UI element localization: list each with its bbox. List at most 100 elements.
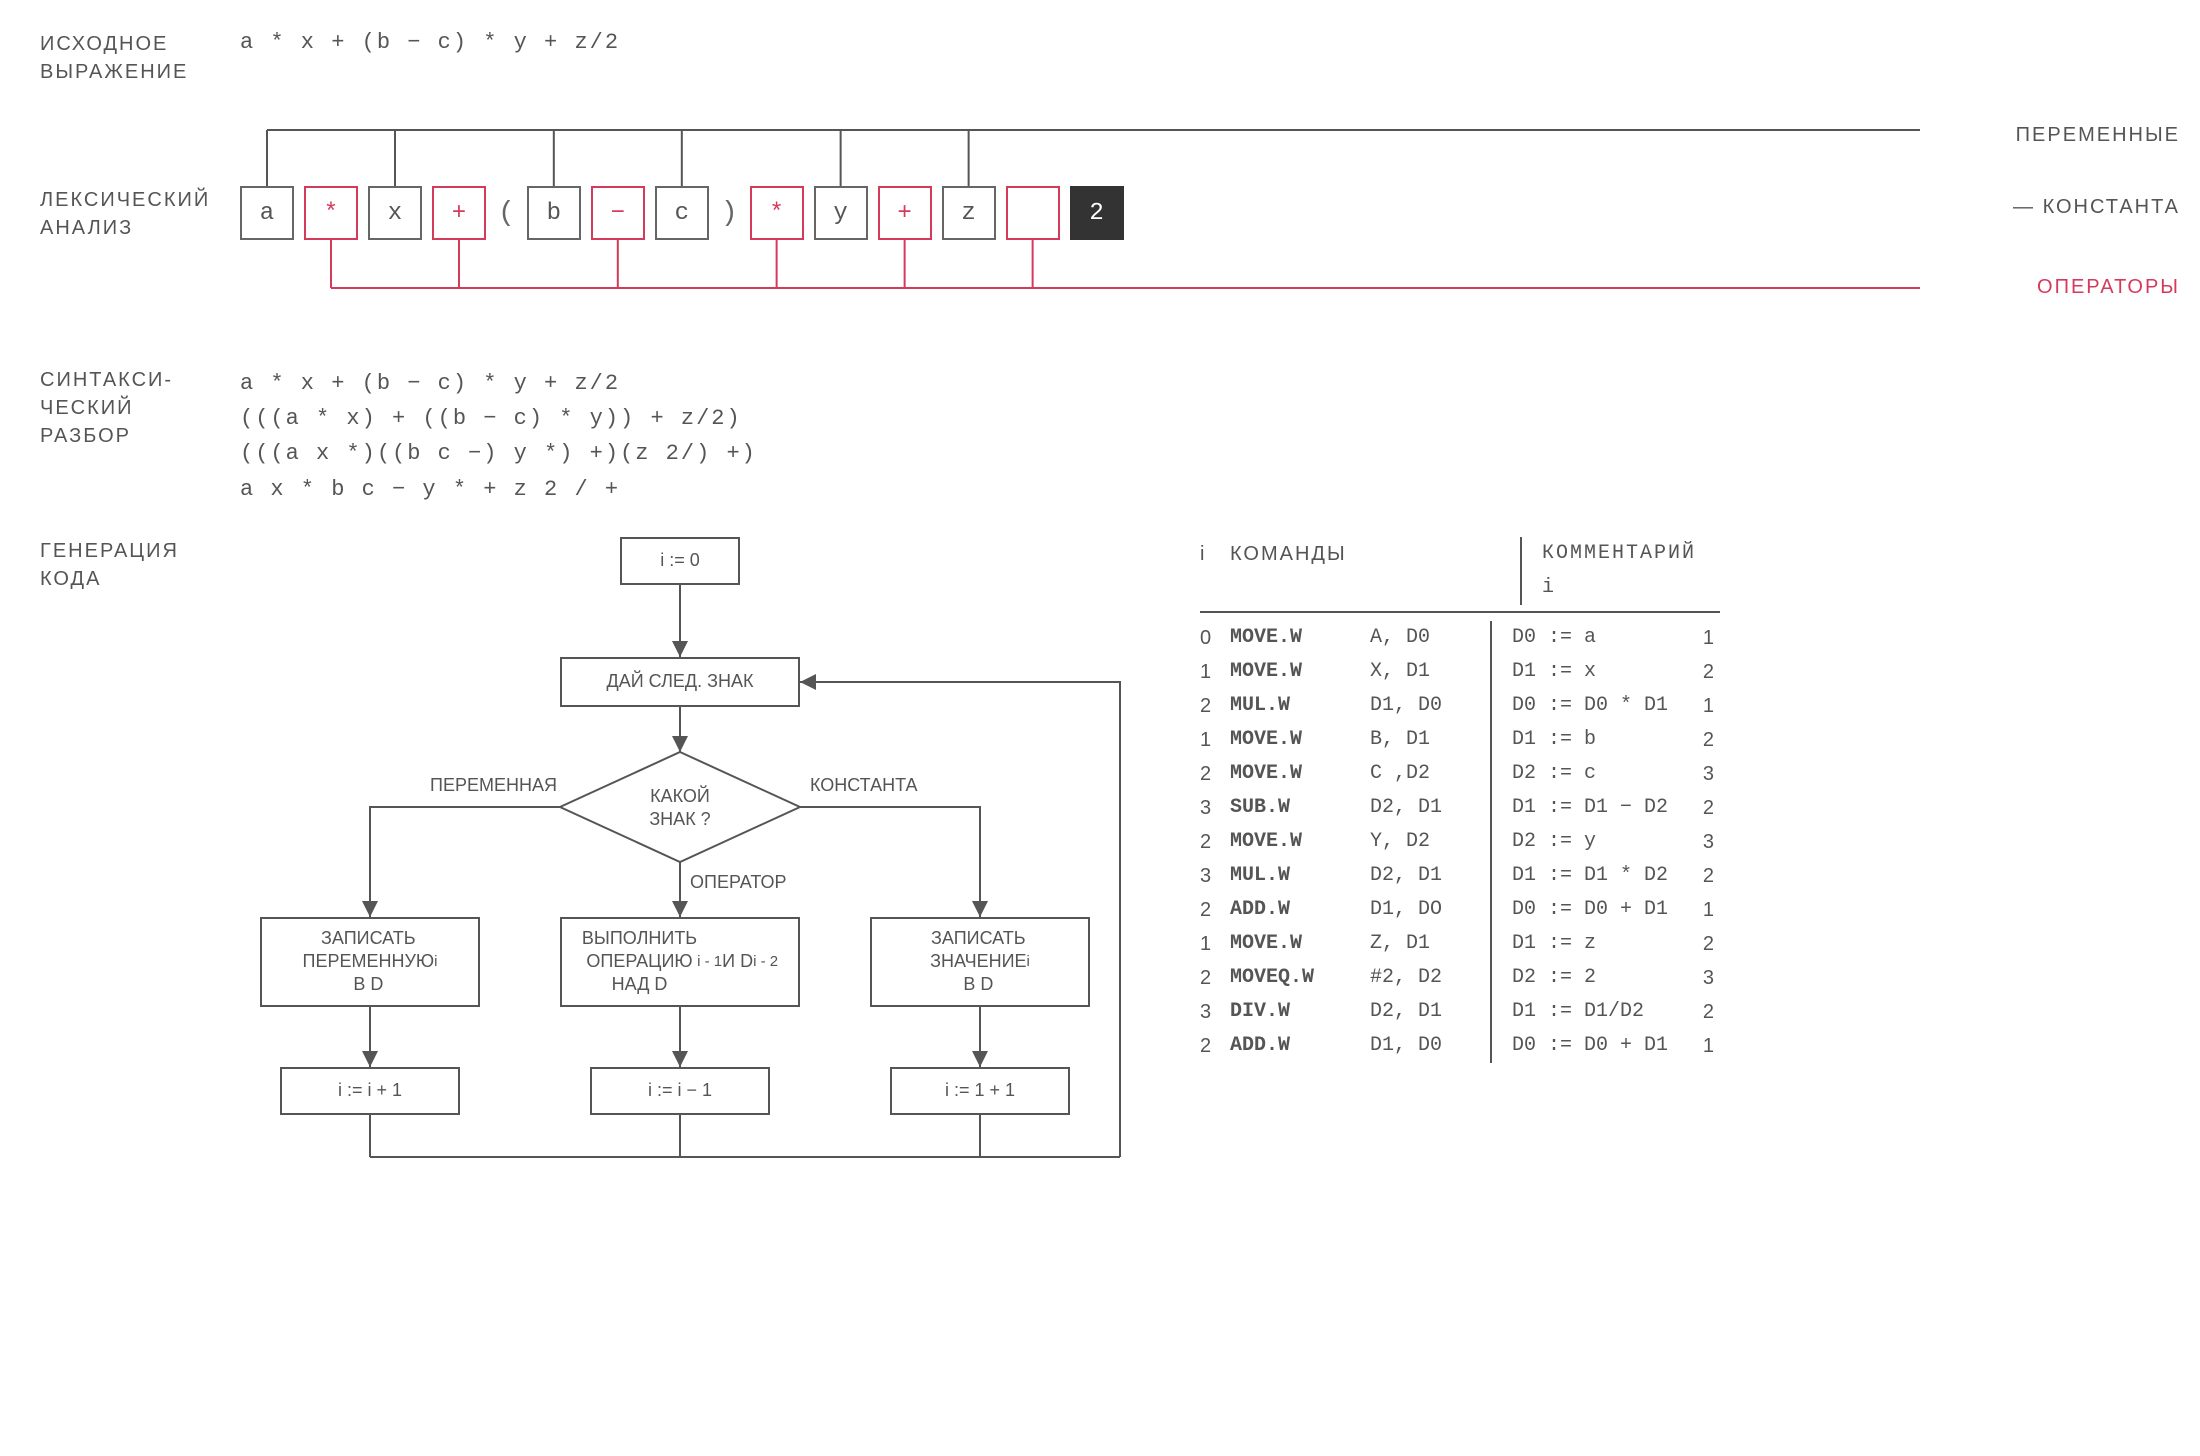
cell-i: 1 bbox=[1200, 927, 1230, 961]
source-row: ИСХОДНОЕ ВЫРАЖЕНИЕ a * x + (b − c) * y +… bbox=[40, 30, 2160, 86]
source-label: ИСХОДНОЕ ВЫРАЖЕНИЕ bbox=[40, 30, 240, 86]
flow-box-start: i := 0 bbox=[620, 537, 740, 585]
cell-args: #2, D2 bbox=[1370, 961, 1490, 995]
cell-mnemonic: ADD.W bbox=[1230, 1029, 1370, 1063]
codegen-label-l2: КОДА bbox=[40, 568, 101, 590]
table-row: 2MOVE.WY, D2D2 := y3 bbox=[1200, 825, 1720, 859]
syntax-label-l2: ЧЕСКИЙ bbox=[40, 397, 134, 419]
flow-box-mid-op: ВЫПОЛНИТЬОПЕРАЦИЮНАД Di - 1 И Di - 2 bbox=[560, 917, 800, 1007]
cell-comment: D1 := b bbox=[1490, 723, 1690, 757]
table-row: 3SUB.WD2, D1D1 := D1 − D22 bbox=[1200, 791, 1720, 825]
table-row: 2MOVEQ.W#2, D2D2 := 23 bbox=[1200, 961, 1720, 995]
cell-mnemonic: MOVE.W bbox=[1230, 825, 1370, 859]
cell-i2: 1 bbox=[1690, 893, 1714, 927]
cell-i: 2 bbox=[1200, 689, 1230, 723]
flow-diamond-text: КАКОЙЗНАК ? bbox=[620, 785, 740, 832]
flow-box-right-inc: i := 1 + 1 bbox=[890, 1067, 1070, 1115]
cell-i2: 2 bbox=[1690, 655, 1714, 689]
cell-i2: 2 bbox=[1690, 791, 1714, 825]
cell-i2: 3 bbox=[1690, 757, 1714, 791]
cell-i2: 2 bbox=[1690, 927, 1714, 961]
syntax-row: СИНТАКСИ- ЧЕСКИЙ РАЗБОР a * x + (b − c) … bbox=[40, 366, 2160, 507]
table-row: 1MOVE.WB, D1D1 := b2 bbox=[1200, 723, 1720, 757]
table-row: 3DIV.WD2, D1D1 := D1/D22 bbox=[1200, 995, 1720, 1029]
cell-mnemonic: MOVE.W bbox=[1230, 757, 1370, 791]
token-op: + bbox=[432, 186, 486, 240]
token-var: y bbox=[814, 186, 868, 240]
cell-i: 3 bbox=[1200, 791, 1230, 825]
cell-args: C ,D2 bbox=[1370, 757, 1490, 791]
cell-comment: D0 := D0 + D1 bbox=[1490, 1029, 1690, 1063]
cell-comment: D1 := z bbox=[1490, 927, 1690, 961]
syntax-line: (((a * x) + ((b − c) * y)) + z/2) bbox=[240, 401, 757, 436]
source-label-l2: ВЫРАЖЕНИЕ bbox=[40, 61, 188, 83]
table-row: 1MOVE.WX, D1D1 := x2 bbox=[1200, 655, 1720, 689]
source-expression: a * x + (b − c) * y + z/2 bbox=[240, 30, 620, 55]
cell-comment: D1 := D1/D2 bbox=[1490, 995, 1690, 1029]
cell-i: 2 bbox=[1200, 893, 1230, 927]
cell-args: D2, D1 bbox=[1370, 791, 1490, 825]
cell-i: 3 bbox=[1200, 859, 1230, 893]
cell-comment: D0 := a bbox=[1490, 621, 1690, 655]
cell-args: D1, D0 bbox=[1370, 689, 1490, 723]
flow-box-right-op: ЗАПИСАТЬЗНАЧЕНИЕВ Di bbox=[870, 917, 1090, 1007]
cell-i2: 1 bbox=[1690, 1029, 1714, 1063]
syntax-label: СИНТАКСИ- ЧЕСКИЙ РАЗБОР bbox=[40, 366, 240, 450]
cell-i2: 3 bbox=[1690, 961, 1714, 995]
th-cmd: КОМАНДЫ bbox=[1230, 537, 1520, 605]
table-body: 0MOVE.WA, D0D0 := a11MOVE.WX, D1D1 := x2… bbox=[1200, 621, 1720, 1063]
th-com: КОММЕНТАРИЙ i bbox=[1520, 537, 1720, 605]
cell-args: D1, DO bbox=[1370, 893, 1490, 927]
cell-i2: 2 bbox=[1690, 995, 1714, 1029]
table-row: 3MUL.WD2, D1D1 := D1 * D22 bbox=[1200, 859, 1720, 893]
cell-comment: D0 := D0 + D1 bbox=[1490, 893, 1690, 927]
th-i: i bbox=[1200, 537, 1230, 605]
token-var: x bbox=[368, 186, 422, 240]
cell-i2: 3 bbox=[1690, 825, 1714, 859]
cell-i: 1 bbox=[1200, 723, 1230, 757]
syntax-line: a * x + (b − c) * y + z/2 bbox=[240, 366, 757, 401]
cell-i: 2 bbox=[1200, 1029, 1230, 1063]
syntax-line: a x * b c − y * + z 2 / + bbox=[240, 472, 757, 507]
cell-args: D2, D1 bbox=[1370, 995, 1490, 1029]
cell-args: A, D0 bbox=[1370, 621, 1490, 655]
codegen-label-l1: ГЕНЕРАЦИЯ bbox=[40, 540, 179, 562]
cell-mnemonic: MOVE.W bbox=[1230, 621, 1370, 655]
token-op: * bbox=[750, 186, 804, 240]
table-row: 2ADD.WD1, D0D0 := D0 + D11 bbox=[1200, 1029, 1720, 1063]
cell-i: 0 bbox=[1200, 621, 1230, 655]
flow-box-next: ДАЙ СЛЕД. ЗНАК bbox=[560, 657, 800, 707]
table-row: 1MOVE.WZ, D1D1 := z2 bbox=[1200, 927, 1720, 961]
cell-comment: D2 := 2 bbox=[1490, 961, 1690, 995]
token-var: b bbox=[527, 186, 581, 240]
cell-i: 2 bbox=[1200, 961, 1230, 995]
cell-comment: D1 := D1 * D2 bbox=[1490, 859, 1690, 893]
cell-args: D2, D1 bbox=[1370, 859, 1490, 893]
cell-args: B, D1 bbox=[1370, 723, 1490, 757]
lex-row: ЛЕКСИЧЕСКИЙ АНАЛИЗ a*x+(b−c)*y+z2 ПЕРЕМЕ… bbox=[40, 116, 2160, 336]
syntax-line: (((a x *)((b c −) y *) +)(z 2/) +) bbox=[240, 436, 757, 471]
token-op: + bbox=[878, 186, 932, 240]
lex-label: ЛЕКСИЧЕСКИЙ АНАЛИЗ bbox=[40, 186, 240, 242]
token-op: * bbox=[304, 186, 358, 240]
cell-comment: D2 := c bbox=[1490, 757, 1690, 791]
cell-args: Y, D2 bbox=[1370, 825, 1490, 859]
token-strip: a*x+(b−c)*y+z2 bbox=[240, 186, 1124, 240]
cell-i2: 1 bbox=[1690, 621, 1714, 655]
token-paren: ( bbox=[496, 198, 517, 229]
cell-comment: D0 := D0 * D1 bbox=[1490, 689, 1690, 723]
token-var: a bbox=[240, 186, 294, 240]
cell-i: 2 bbox=[1200, 825, 1230, 859]
codegen-row: ГЕНЕРАЦИЯ КОДА i := 0 ДАЙ СЛЕД. ЗНАК ЗАПИС… bbox=[40, 537, 2160, 1217]
cell-args: Z, D1 bbox=[1370, 927, 1490, 961]
vars-label: ПЕРЕМЕННЫЕ bbox=[2016, 124, 2180, 147]
token-op bbox=[1006, 186, 1060, 240]
codegen-area: i := 0ДАЙ СЛЕД. ЗНАКЗАПИСАТЬПЕРЕМЕННУЮВ … bbox=[240, 537, 1720, 1217]
cell-i2: 2 bbox=[1690, 723, 1714, 757]
table-row: 2MUL.WD1, D0D0 := D0 * D11 bbox=[1200, 689, 1720, 723]
table-row: 0MOVE.WA, D0D0 := a1 bbox=[1200, 621, 1720, 655]
flow-box-mid-dec: i := i − 1 bbox=[590, 1067, 770, 1115]
syntax-label-l3: РАЗБОР bbox=[40, 425, 131, 447]
cell-i2: 2 bbox=[1690, 859, 1714, 893]
ops-label: ОПЕРАТОРЫ bbox=[2037, 276, 2180, 299]
